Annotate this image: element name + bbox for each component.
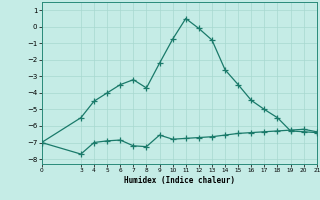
X-axis label: Humidex (Indice chaleur): Humidex (Indice chaleur) [124,176,235,185]
